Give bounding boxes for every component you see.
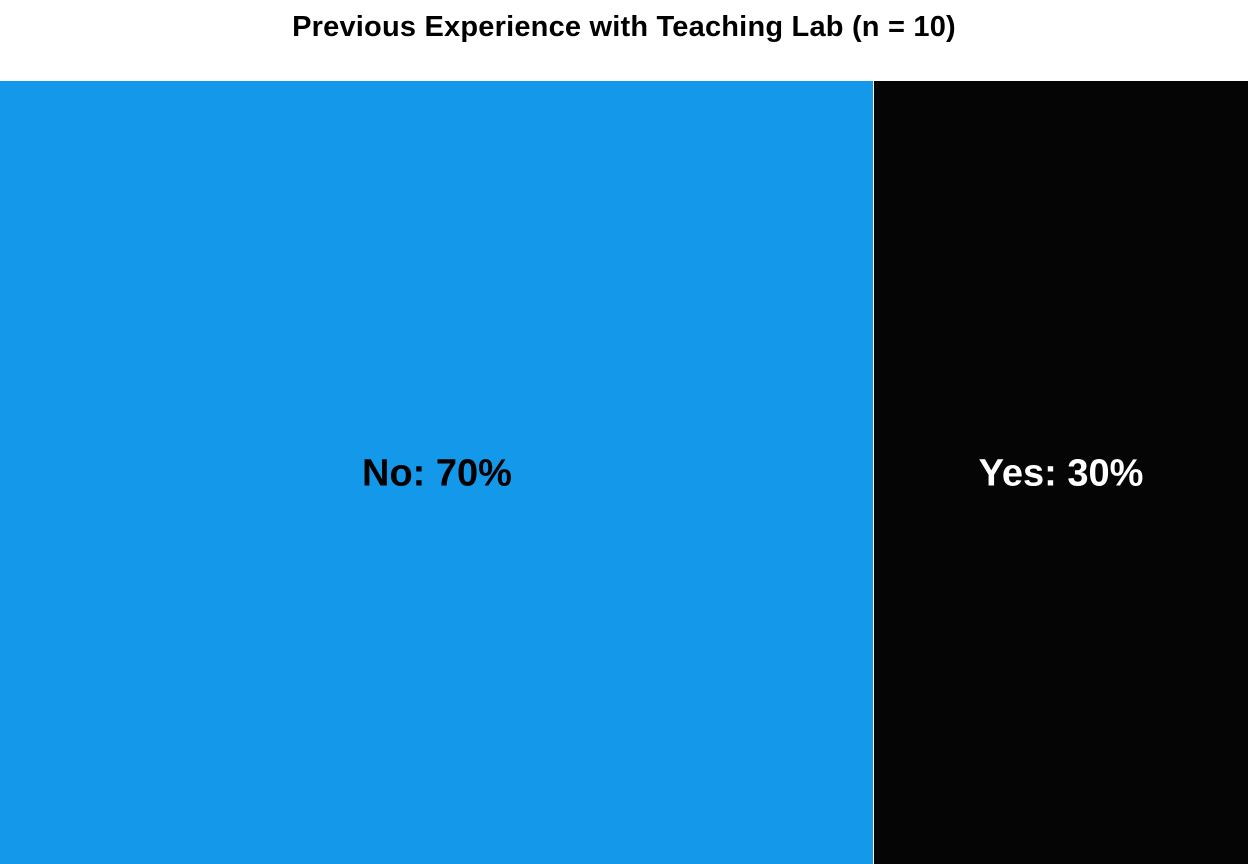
treemap-tile-no <box>0 81 873 864</box>
treemap-tile-yes <box>874 81 1248 864</box>
treemap-label-no: No: 70% <box>362 453 512 495</box>
chart-title: Previous Experience with Teaching Lab (n… <box>292 11 956 43</box>
treemap-svg: No: 70% Yes: 30% <box>0 81 1248 864</box>
treemap-label-yes: Yes: 30% <box>979 453 1144 495</box>
treemap-plot: No: 70% Yes: 30% <box>0 81 1248 864</box>
